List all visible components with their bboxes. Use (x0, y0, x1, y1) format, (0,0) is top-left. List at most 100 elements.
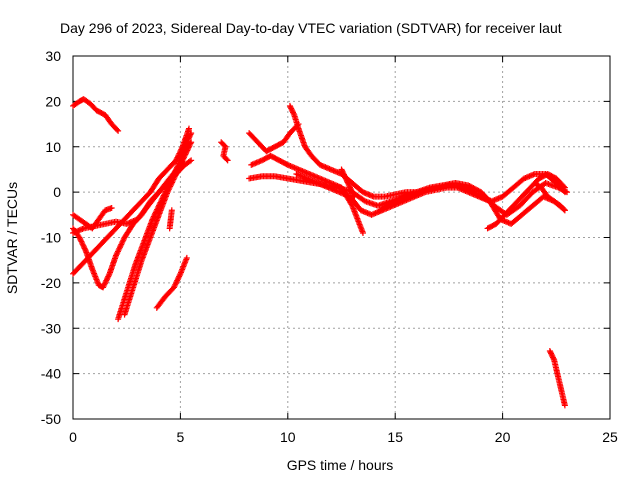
data-point (76, 234, 83, 241)
data-point (174, 277, 181, 284)
data-point (179, 158, 186, 165)
series-track-9 (166, 207, 175, 232)
data-point (112, 252, 119, 259)
y-tick-label: -20 (41, 275, 61, 291)
x-axis: 0 5 10 15 20 25 (69, 56, 618, 445)
data-point (102, 278, 109, 285)
data-point (172, 281, 179, 288)
data-point (104, 274, 111, 281)
x-tick-label: 0 (69, 429, 77, 445)
data-point (115, 127, 122, 134)
data-point (170, 284, 177, 291)
data-point (168, 207, 175, 214)
y-tick-label: -40 (41, 366, 61, 382)
data-point (114, 249, 121, 256)
x-tick-label: 20 (495, 429, 511, 445)
data-point (173, 170, 180, 177)
data-point (177, 161, 184, 168)
data-point (351, 193, 358, 200)
data-point (175, 274, 182, 281)
data-point (174, 168, 181, 175)
data-point (117, 242, 124, 249)
data-point (188, 139, 195, 146)
y-tick-label: -30 (41, 320, 61, 336)
series-track-18 (484, 170, 568, 232)
data-point (176, 273, 183, 280)
data-point (560, 183, 567, 190)
y-tick-label: 20 (45, 93, 61, 109)
data-point (561, 207, 568, 214)
data-point (103, 277, 110, 284)
data-point (108, 205, 115, 212)
data-point (118, 240, 125, 247)
data-point (188, 130, 195, 137)
x-tick-label: 15 (387, 429, 403, 445)
data-point (100, 283, 107, 290)
data-point (561, 402, 568, 409)
data-point (186, 158, 193, 165)
y-tick-label: -10 (41, 230, 61, 246)
data-point (223, 156, 230, 163)
data-point (79, 241, 86, 248)
data-point (185, 125, 192, 132)
data-point (550, 355, 557, 362)
data-point (101, 281, 108, 288)
data-point (77, 237, 84, 244)
x-axis-label: GPS time / hours (287, 457, 394, 473)
data-point (290, 110, 297, 117)
data-point (166, 184, 173, 191)
data-point (165, 187, 172, 194)
data-point (79, 239, 86, 246)
data-point (171, 283, 178, 290)
data-point (182, 151, 189, 158)
data-point (116, 245, 123, 252)
data-point (82, 246, 89, 253)
data-point (169, 179, 176, 186)
data-point (183, 148, 190, 155)
data-point (181, 154, 188, 161)
x-tick-label: 5 (177, 429, 185, 445)
data-point (115, 247, 122, 254)
data-point (184, 136, 191, 143)
data-point (165, 186, 172, 193)
data-point (114, 126, 121, 133)
data-point (187, 131, 194, 138)
grid-lines (73, 56, 610, 419)
data-point (186, 132, 193, 139)
data-point (170, 176, 177, 183)
data-point (171, 175, 178, 182)
series-track-4 (70, 125, 192, 277)
data-point (560, 206, 567, 213)
data-point (179, 157, 186, 164)
data-point (350, 192, 357, 199)
series-track-2 (70, 205, 115, 232)
chart-title: Day 296 of 2023, Sidereal Day-to-day VTE… (60, 20, 562, 36)
series-track-19 (531, 180, 568, 214)
y-tick-label: -50 (41, 411, 61, 427)
y-tick-label: 30 (45, 48, 61, 64)
data-point (171, 173, 178, 180)
series-track-7 (121, 139, 195, 318)
data-point (224, 157, 231, 164)
data-point (167, 183, 174, 190)
data-point (80, 244, 87, 251)
data-point (187, 140, 194, 147)
data-point (175, 165, 182, 172)
y-axis: -50 -40 -30 -20 -10 0 10 20 30 (41, 48, 610, 427)
data-point (176, 272, 183, 279)
data-point (172, 172, 179, 179)
data-point (168, 180, 175, 187)
data-point (105, 273, 112, 280)
data-point (81, 245, 88, 252)
data-point (561, 184, 568, 191)
data-point (185, 144, 192, 151)
data-point (173, 169, 180, 176)
data-point (176, 163, 183, 170)
data-point (186, 143, 193, 150)
y-axis-label: SDTVAR / TECUs (4, 182, 20, 294)
data-point (175, 166, 182, 173)
x-tick-label: 25 (602, 429, 618, 445)
data-point (186, 134, 193, 141)
data-point (413, 191, 420, 198)
